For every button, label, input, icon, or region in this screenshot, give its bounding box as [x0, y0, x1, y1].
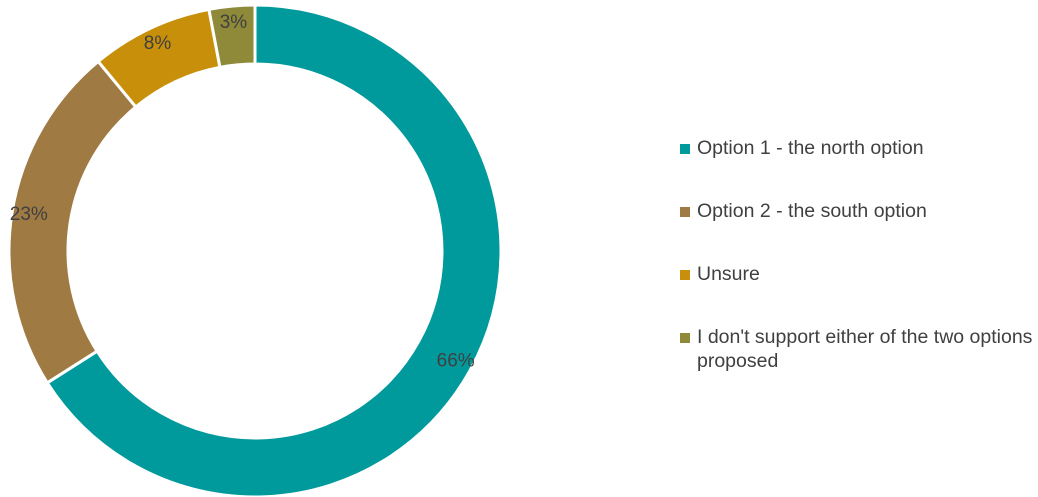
data-label-unsure: 8%	[144, 33, 172, 54]
legend-label-unsure: Unsure	[697, 263, 760, 285]
data-label-option-2: 23%	[10, 204, 48, 225]
data-label-neither: 3%	[220, 12, 248, 33]
donut-data-labels: 66% 23% 8% 3%	[10, 12, 475, 371]
legend-label-option-2: Option 2 - the south option	[697, 200, 927, 222]
legend-item-option-1: Option 1 - the north option	[680, 136, 1036, 160]
legend-swatch-option-2	[680, 207, 690, 217]
legend-item-neither: I don't support either of the two option…	[680, 325, 1036, 373]
legend-swatch-option-1	[680, 144, 690, 154]
legend-swatch-neither	[680, 333, 690, 343]
donut-slice-option-1	[45, 3, 503, 497]
legend-item-unsure: Unsure	[680, 262, 1036, 286]
donut-slice-neither	[207, 3, 257, 70]
legend-label-neither: I don't support either of the two option…	[697, 326, 1033, 372]
donut-slices	[7, 3, 503, 497]
chart-legend: Option 1 - the north option Option 2 - t…	[680, 136, 1036, 412]
legend-item-option-2: Option 2 - the south option	[680, 199, 1036, 223]
donut-chart: 66% 23% 8% 3%	[7, 3, 503, 497]
data-label-option-1: 66%	[437, 350, 475, 371]
legend-swatch-unsure	[680, 270, 690, 280]
legend-label-option-1: Option 1 - the north option	[697, 137, 924, 159]
